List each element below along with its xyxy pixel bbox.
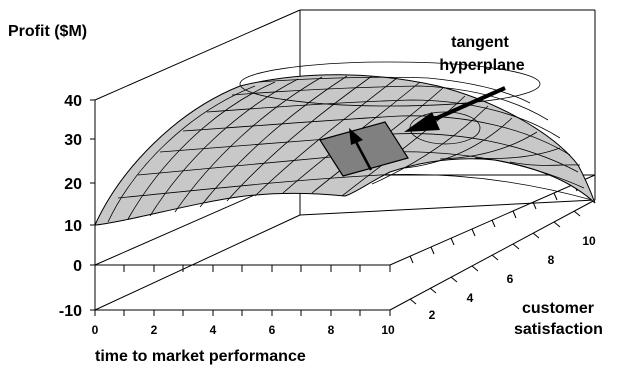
z-tick-label: -10 [59,303,82,320]
x-tick-labels: 0 2 4 6 8 10 [92,323,395,337]
y-tick-label: 2 [429,308,436,322]
y-tick-label: 4 [467,291,474,305]
z-tick-label: 30 [64,132,82,149]
tangent-hyperplane [319,121,409,177]
x-tick-label: 10 [381,323,395,337]
x-tick-label: 8 [328,323,335,337]
tangent-plane-shape [319,121,409,177]
y-tick-label: 10 [582,234,596,248]
z-tick-label: 10 [64,218,82,235]
annotation-label-line1: tangent [451,34,509,51]
normal-vector-arrowhead [349,128,363,145]
y-axis-ticks [409,183,581,305]
y-tick-labels: 2 4 6 8 10 [429,234,596,322]
x-tick-label: 4 [210,323,217,337]
z-axis-ticks [90,99,95,311]
z-tick-label: 0 [73,258,82,275]
x-tick-label: 2 [151,323,158,337]
x-tick-label: 0 [92,323,99,337]
x-tick-label: 6 [269,323,276,337]
z-tick-labels: 40 30 20 10 0 -10 [59,93,82,320]
x-axis-ticks [94,265,391,316]
y-tick-label: 8 [548,253,555,267]
normal-vector-arrow [353,139,373,171]
z-axis-title: Profit ($M) [8,23,87,40]
z-tick-label: 20 [64,176,82,193]
y-tick-label: 6 [507,272,514,286]
y-axis-title-line2: satisfaction [514,321,603,338]
y-axis-title-line1: customer [522,300,594,317]
annotation-arrow [404,86,506,132]
x-axis-title: time to market performance [95,348,306,365]
annotation-label-line2: hyperplane [439,57,524,74]
z-tick-label: 40 [64,93,82,110]
